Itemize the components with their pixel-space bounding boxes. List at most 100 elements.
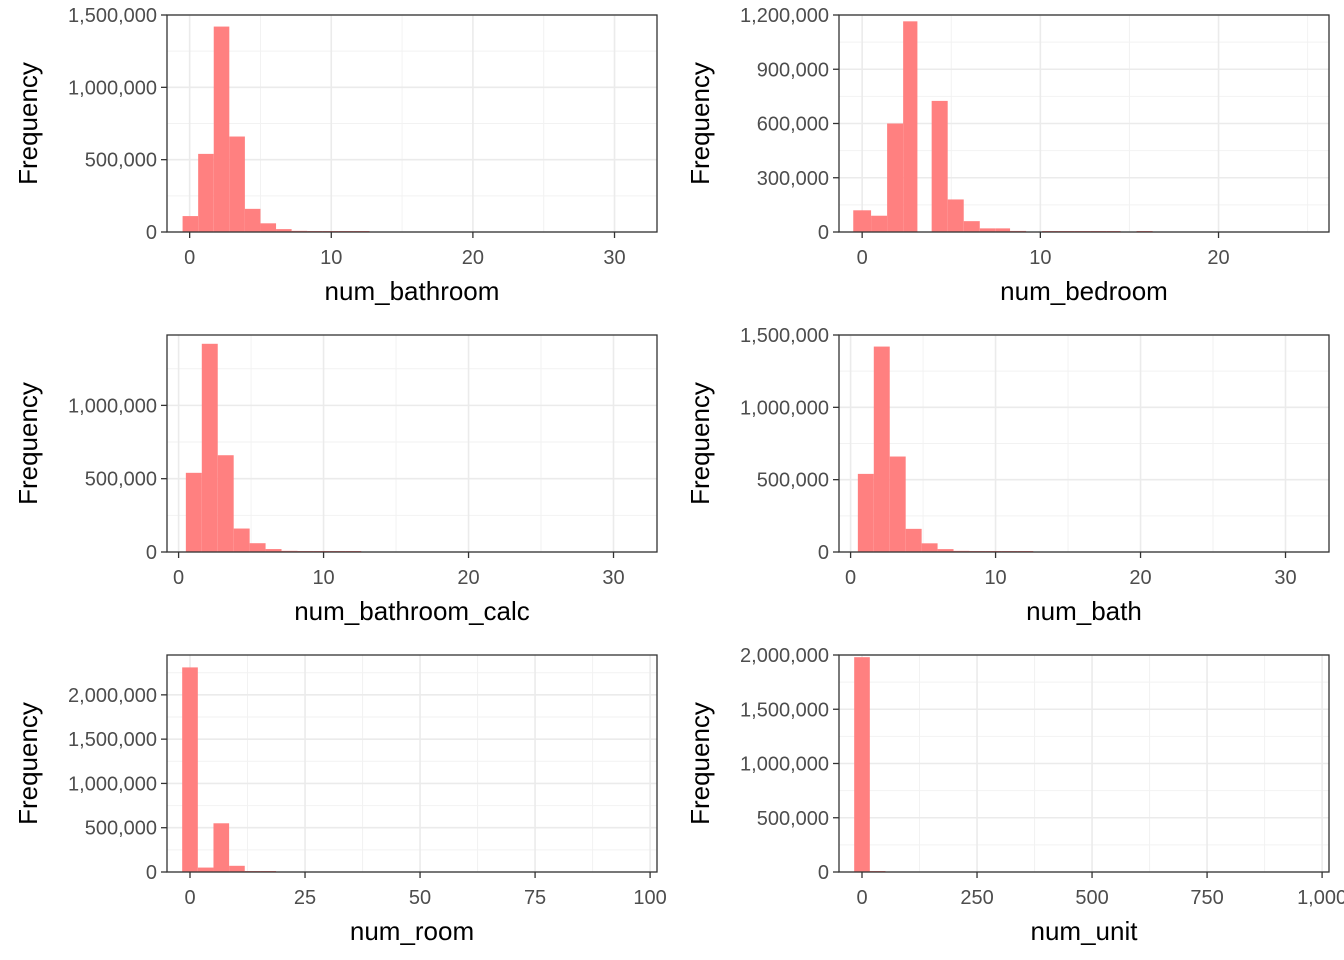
x-tick-label: 0 [857,247,868,269]
x-tick-label: 50 [409,887,431,909]
x-axis-title: num_bathroom_calc [294,596,530,626]
panel-bars [857,346,1034,552]
y-axis-title: Frequency [13,62,43,185]
y-tick-label: 0 [818,542,829,564]
chart-panel-2: 0 300,000 600,000 900,000 1,200,000 0 10 20 nu… [685,5,1330,306]
histogram-bar [217,455,234,552]
x-tick-label: 0 [856,887,867,909]
x-tick-label: 250 [960,887,993,909]
x-tick-label: 0 [173,567,184,589]
histogram-bar [871,215,888,232]
histogram-bar [260,223,277,232]
histogram-bar [182,667,198,872]
chart-panel-3: 0 500,000 1,000,000 0 10 20 30 num_bathroom_c… [13,334,658,626]
y-tick-label: 900,000 [757,59,829,81]
y-tick-label: 2,000,000 [68,685,157,707]
y-tick-label: 1,200,000 [740,5,829,27]
x-tick-label: 0 [184,887,195,909]
x-tick-label: 30 [1274,567,1296,589]
y-axis-ticks: 0 500,000 1,000,000 1,500,000 [68,5,167,244]
y-tick-label: 0 [146,222,157,244]
histogram-bar [905,528,922,552]
x-axis-title: num_bedroom [1000,276,1168,306]
y-tick-label: 1,000,000 [68,395,157,417]
histogram-bar [963,221,980,232]
histogram-bar [276,229,292,232]
x-tick-label: 500 [1075,887,1108,909]
y-axis-title: Frequency [685,62,715,185]
x-tick-label: 30 [602,567,624,589]
histogram-bar [244,208,261,232]
histogram-bar [995,228,1011,232]
histogram-bar [197,867,214,872]
x-axis-title: num_bath [1026,596,1142,626]
y-tick-label: 1,000,000 [68,77,157,99]
y-axis-title: Frequency [685,702,715,825]
panel-border [166,334,658,553]
x-tick-label: 10 [984,567,1006,589]
histogram-bar [201,343,218,552]
y-axis-title: Frequency [13,382,43,505]
histogram-bar [889,456,906,552]
y-tick-label: 1,500,000 [740,325,829,347]
x-axis-ticks: 0 10 20 30 [845,552,1297,589]
x-tick-label: 100 [633,887,666,909]
y-axis-title: Frequency [13,702,43,825]
histogram-bar [229,136,245,232]
histogram-bar [229,865,245,872]
histogram-bar [182,216,199,232]
histogram-bar [937,549,954,552]
y-tick-label: 300,000 [757,168,829,190]
y-tick-label: 0 [818,222,829,244]
x-axis-title: num_unit [1031,916,1139,946]
x-tick-label: 20 [462,247,484,269]
y-tick-label: 0 [146,542,157,564]
x-tick-label: 25 [294,887,316,909]
x-tick-label: 75 [524,887,546,909]
x-axis-title: num_room [350,916,474,946]
chart-panel-6: 0 500,000 1,000,000 1,500,000 2,000,000 0 250… [685,645,1344,946]
histogram-bar [185,472,202,552]
histogram-bar [979,228,996,232]
y-tick-label: 1,500,000 [740,699,829,721]
panel-grid [839,654,1329,873]
histogram-bar [947,199,964,232]
x-tick-label: 20 [1207,247,1229,269]
x-tick-label: 0 [845,567,856,589]
histogram-bar [213,26,230,232]
x-tick-label: 1,000 [1297,887,1344,909]
y-tick-label: 2,000,000 [740,645,829,667]
y-tick-label: 0 [818,862,829,884]
histogram-bar [213,823,230,872]
x-axis-ticks: 0 10 20 30 [173,552,625,589]
y-tick-label: 500,000 [85,150,157,172]
histogram-bar [853,210,872,232]
panel-border [838,334,1330,553]
x-axis-ticks: 0 10 20 30 [184,232,626,269]
x-tick-label: 20 [1129,567,1151,589]
histogram-bar [903,21,918,233]
x-tick-label: 750 [1190,887,1223,909]
histogram-bar [265,549,282,552]
y-tick-label: 1,000,000 [740,754,829,776]
chart-panel-1: 0 500,000 1,000,000 1,500,000 0 10 20 30 num_b… [13,5,658,306]
x-tick-label: 30 [603,247,625,269]
y-tick-label: 500,000 [757,808,829,830]
y-tick-label: 1,500,000 [68,729,157,751]
histogram-bar [249,543,266,552]
y-axis-ticks: 0 500,000 1,000,000 1,500,000 2,000,000 [740,645,839,884]
x-axis-ticks: 0 10 20 [857,232,1230,269]
histogram-bar [931,100,948,232]
histogram-bar [873,346,890,552]
x-axis-ticks: 0 250 500 750 1,000 [856,872,1344,909]
y-tick-label: 500,000 [85,469,157,491]
panel-border [166,654,658,873]
y-tick-label: 1,000,000 [740,397,829,419]
histogram-bar [854,657,870,872]
y-tick-label: 1,500,000 [68,5,157,27]
chart-panel-5: 0 500,000 1,000,000 1,500,000 2,000,000 0 25 5… [13,654,667,946]
panel-bars [182,26,370,232]
y-tick-label: 500,000 [757,470,829,492]
panel-bars [853,21,1153,233]
